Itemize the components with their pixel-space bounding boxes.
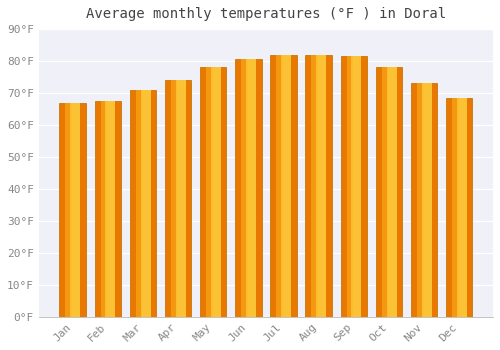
Bar <box>200 68 226 317</box>
Bar <box>130 90 156 317</box>
Bar <box>316 55 326 317</box>
Bar <box>66 103 72 317</box>
Bar <box>94 101 121 317</box>
Bar <box>246 60 256 317</box>
Bar <box>165 80 191 317</box>
Bar <box>171 80 177 317</box>
Bar <box>276 55 283 317</box>
Bar <box>106 101 116 317</box>
Bar <box>457 98 467 317</box>
Bar <box>340 56 367 317</box>
Bar <box>306 55 332 317</box>
Bar <box>386 68 396 317</box>
Bar <box>446 98 472 317</box>
Bar <box>60 103 86 317</box>
Bar <box>206 68 212 317</box>
Bar <box>270 55 296 317</box>
Bar <box>140 90 150 317</box>
Bar <box>411 83 438 317</box>
Bar <box>176 80 186 317</box>
Bar <box>417 83 424 317</box>
Bar <box>211 68 221 317</box>
Bar <box>346 56 353 317</box>
Bar <box>100 101 107 317</box>
Bar <box>235 60 262 317</box>
Bar <box>352 56 362 317</box>
Bar <box>241 60 248 317</box>
Bar <box>136 90 142 317</box>
Title: Average monthly temperatures (°F ) in Doral: Average monthly temperatures (°F ) in Do… <box>86 7 446 21</box>
Bar <box>376 68 402 317</box>
Bar <box>422 83 432 317</box>
Bar <box>312 55 318 317</box>
Bar <box>382 68 388 317</box>
Bar <box>281 55 291 317</box>
Bar <box>70 103 81 317</box>
Bar <box>452 98 458 317</box>
